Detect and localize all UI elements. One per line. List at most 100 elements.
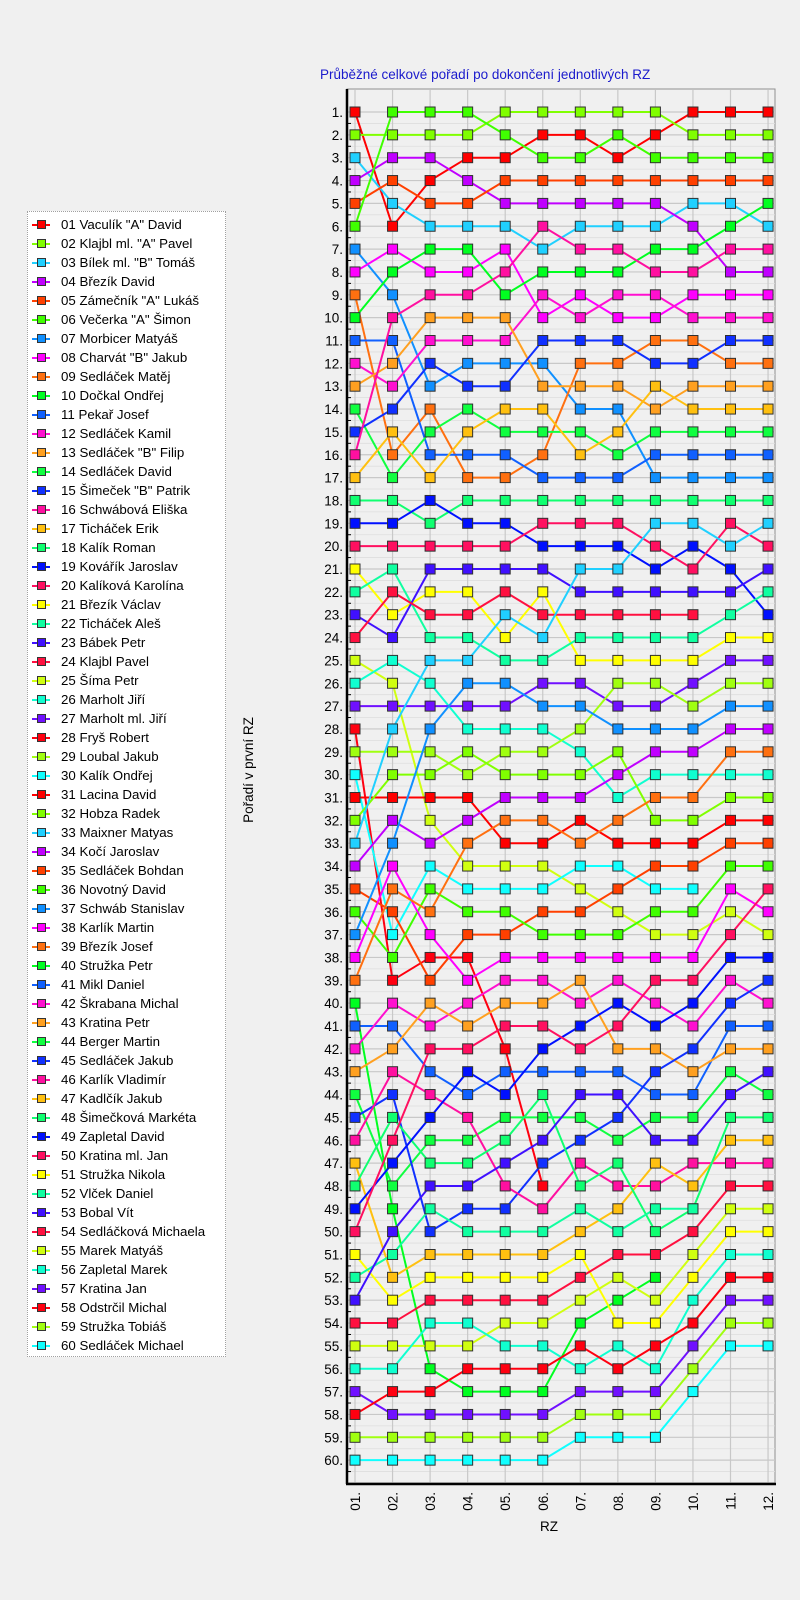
data-point	[725, 517, 736, 529]
data-point	[387, 243, 399, 255]
data-point	[687, 1294, 699, 1306]
legend-swatch-icon	[32, 884, 50, 895]
series-1	[349, 106, 774, 232]
legend-label: 07 Morbicer Matyáš	[61, 331, 178, 346]
data-point	[499, 700, 511, 712]
data-point	[725, 1043, 736, 1055]
data-point	[649, 494, 661, 506]
x-tick-label: 03.	[423, 1492, 438, 1511]
data-point	[612, 883, 624, 895]
data-point	[574, 197, 586, 209]
series-37	[349, 677, 774, 941]
data-point	[462, 1340, 474, 1352]
data-point	[574, 129, 586, 141]
y-tick-label: 48.	[324, 1179, 343, 1194]
data-point	[499, 1111, 511, 1123]
data-point	[499, 586, 511, 598]
legend-label: 32 Hobza Radek	[61, 806, 161, 821]
data-point	[649, 1386, 661, 1398]
series-line	[354, 1139, 769, 1279]
data-point	[574, 997, 586, 1009]
data-point	[387, 380, 399, 392]
data-point	[462, 243, 474, 255]
data-point	[725, 106, 736, 118]
legend-swatch-icon	[32, 1131, 50, 1142]
data-point	[499, 1454, 511, 1466]
data-point	[537, 1111, 549, 1123]
data-point	[574, 837, 586, 849]
data-point	[499, 152, 511, 164]
data-point	[424, 289, 436, 301]
data-point	[499, 997, 511, 1009]
series-34	[349, 723, 774, 872]
y-tick-label: 59.	[324, 1430, 343, 1445]
data-point	[687, 586, 699, 598]
data-point	[574, 1294, 586, 1306]
data-point	[462, 1111, 474, 1123]
legend-swatch-icon	[32, 1036, 50, 1047]
data-point	[725, 1134, 736, 1146]
data-point	[762, 632, 774, 644]
data-point	[499, 906, 511, 918]
y-tick-label: 57.	[324, 1385, 343, 1400]
data-point	[349, 1157, 361, 1169]
data-point	[649, 1066, 661, 1078]
data-point	[649, 220, 661, 232]
data-point	[424, 974, 436, 986]
data-point	[725, 1089, 736, 1101]
data-point	[499, 677, 511, 689]
data-point	[612, 152, 624, 164]
legend-label: 22 Ticháček Aleš	[61, 616, 161, 631]
series-4	[349, 152, 774, 278]
data-point	[687, 357, 699, 369]
data-point	[537, 929, 549, 941]
legend-label: 24 Klajbl Pavel	[61, 654, 149, 669]
data-point	[725, 997, 736, 1009]
data-point	[349, 906, 361, 918]
data-point	[762, 974, 774, 986]
data-point	[762, 1134, 774, 1146]
data-point	[574, 883, 586, 895]
data-point	[387, 449, 399, 461]
legend-swatch-icon	[32, 580, 50, 591]
y-tick-label: 2.	[332, 128, 343, 143]
y-tick-label: 22.	[324, 585, 343, 600]
data-point	[462, 197, 474, 209]
data-point	[612, 814, 624, 826]
data-point	[537, 312, 549, 324]
data-point	[387, 1203, 399, 1215]
data-point	[537, 266, 549, 278]
data-point	[387, 632, 399, 644]
data-point	[574, 1317, 586, 1329]
data-point	[612, 609, 624, 621]
data-point	[537, 335, 549, 346]
data-point	[424, 1180, 436, 1192]
data-point	[462, 1363, 474, 1375]
data-point	[387, 1294, 399, 1306]
legend-label: 20 Kalíková Karolína	[61, 578, 184, 593]
data-point	[462, 335, 474, 346]
data-point	[649, 1340, 661, 1352]
data-point	[574, 1271, 586, 1283]
data-point	[612, 563, 624, 575]
data-point	[725, 860, 736, 872]
y-tick-label: 52.	[324, 1270, 343, 1285]
data-point	[687, 1043, 699, 1055]
data-point	[537, 883, 549, 895]
data-point	[387, 1249, 399, 1260]
data-point	[687, 837, 699, 849]
data-point	[687, 175, 699, 187]
y-tick-label: 28.	[324, 722, 343, 737]
legend-swatch-icon	[32, 618, 50, 629]
data-point	[649, 906, 661, 918]
data-point	[649, 243, 661, 255]
data-point	[424, 1157, 436, 1169]
data-point	[387, 357, 399, 369]
data-point	[462, 1134, 474, 1146]
data-point	[612, 175, 624, 187]
data-point	[387, 312, 399, 324]
series-39	[349, 746, 774, 986]
data-point	[387, 266, 399, 278]
data-point	[574, 1203, 586, 1215]
legend-label: 47 Kadlčík Jakub	[61, 1091, 163, 1106]
